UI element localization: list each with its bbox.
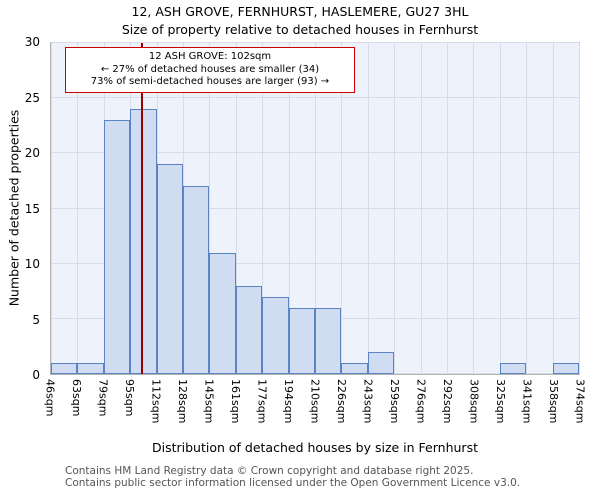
gridline-vertical [499, 43, 501, 374]
y-tick-label: 30 [24, 35, 40, 49]
gridline-vertical [447, 43, 448, 374]
annotation-line-2: ← 27% of detached houses are smaller (34… [100, 63, 320, 75]
attribution-line-2: Contains public sector information licen… [65, 476, 521, 489]
x-tick-label: 243sqm [361, 379, 375, 424]
x-tick-label: 308sqm [467, 379, 481, 424]
gridline-vertical [367, 43, 369, 374]
x-tick-label: 259sqm [388, 379, 401, 424]
x-tick-label: 95sqm [123, 379, 136, 417]
x-axis-title: Distribution of detached houses by size … [151, 440, 478, 455]
x-tick-label: 79sqm [96, 379, 110, 417]
gridline-vertical [235, 43, 237, 374]
y-tick-label: 5 [32, 312, 40, 327]
x-tick-label: 161sqm [229, 379, 242, 424]
gridline-vertical [262, 43, 264, 374]
histogram-bar [209, 252, 236, 374]
histogram-bar [552, 362, 579, 374]
gridline-vertical [51, 43, 52, 374]
gridline-horizontal [51, 42, 579, 43]
histogram-bar [103, 120, 131, 374]
histogram-bar [262, 296, 289, 374]
gridline-vertical [552, 43, 554, 374]
y-tick-label: 0 [32, 368, 40, 382]
histogram-bar [156, 164, 183, 374]
gridline-vertical [526, 43, 528, 374]
gridline-vertical [288, 43, 290, 374]
chart-subtitle: Size of property relative to detached ho… [121, 22, 479, 37]
x-tick-label: 63sqm [70, 379, 83, 417]
annotation-line-3: 73% of semi-detached houses are larger (… [90, 76, 330, 87]
x-tick-label: 358sqm [547, 379, 560, 424]
x-tick-label: 341sqm [520, 379, 534, 424]
histogram-bar [367, 351, 395, 374]
histogram-bar [235, 285, 263, 374]
y-tick-label: 10 [24, 257, 40, 271]
x-axis-tick-labels: 46sqm 63sqm 79sqm 95sqm 112sqm 128sqm 145sqm 16… [44, 379, 587, 431]
x-tick-label: 210sqm [308, 379, 322, 424]
attribution-footer: Contains HM Land Registry data © Crown c… [65, 465, 521, 489]
histogram-bar [315, 307, 342, 374]
x-tick-label: 292sqm [441, 379, 454, 424]
histogram-bar [288, 307, 315, 374]
gridline-vertical [579, 43, 580, 374]
histogram-bar [499, 362, 527, 374]
histogram-bar [341, 362, 368, 374]
x-tick-label: 145sqm [202, 379, 216, 424]
y-axis-tick-labels: 0 5 10 15 20 25 30 [0, 35, 46, 382]
annotation-box: 12 ASH GROVE: 102sqm ← 27% of detached h… [65, 47, 355, 93]
gridline-vertical [315, 43, 316, 374]
gridline-vertical [420, 43, 422, 374]
histogram-bar [51, 362, 78, 374]
gridline-vertical [341, 43, 343, 374]
histogram-bar [183, 186, 210, 374]
plot-area: 12 ASH GROVE: 102sqm ← 27% of detached h… [50, 42, 580, 375]
x-tick-label: 374sqm [573, 379, 587, 424]
chart-title: 12, ASH GROVE, FERNHURST, HASLEMERE, GU2… [131, 4, 469, 19]
x-tick-label: 177sqm [255, 379, 269, 424]
y-tick-label: 20 [24, 146, 40, 160]
attribution-line-1: Contains HM Land Registry data © Crown c… [65, 465, 474, 477]
x-tick-label: 276sqm [414, 379, 428, 424]
gridline-vertical [473, 43, 475, 374]
gridline-vertical [77, 43, 79, 374]
x-tick-label: 112sqm [149, 379, 163, 424]
annotation-line-1: 12 ASH GROVE: 102sqm [148, 51, 272, 62]
x-tick-label: 325sqm [494, 379, 507, 424]
x-tick-label: 46sqm [43, 379, 57, 417]
x-tick-label: 226sqm [335, 379, 348, 424]
y-tick-label: 15 [24, 201, 40, 216]
property-size-marker-line [141, 43, 143, 374]
gridline-vertical [209, 43, 211, 374]
x-tick-label: 128sqm [176, 379, 189, 424]
histogram-bar [130, 109, 157, 374]
histogram-bar [77, 362, 104, 374]
gridline-vertical [394, 43, 396, 374]
x-tick-label: 194sqm [282, 379, 295, 424]
y-tick-label: 25 [24, 90, 40, 105]
